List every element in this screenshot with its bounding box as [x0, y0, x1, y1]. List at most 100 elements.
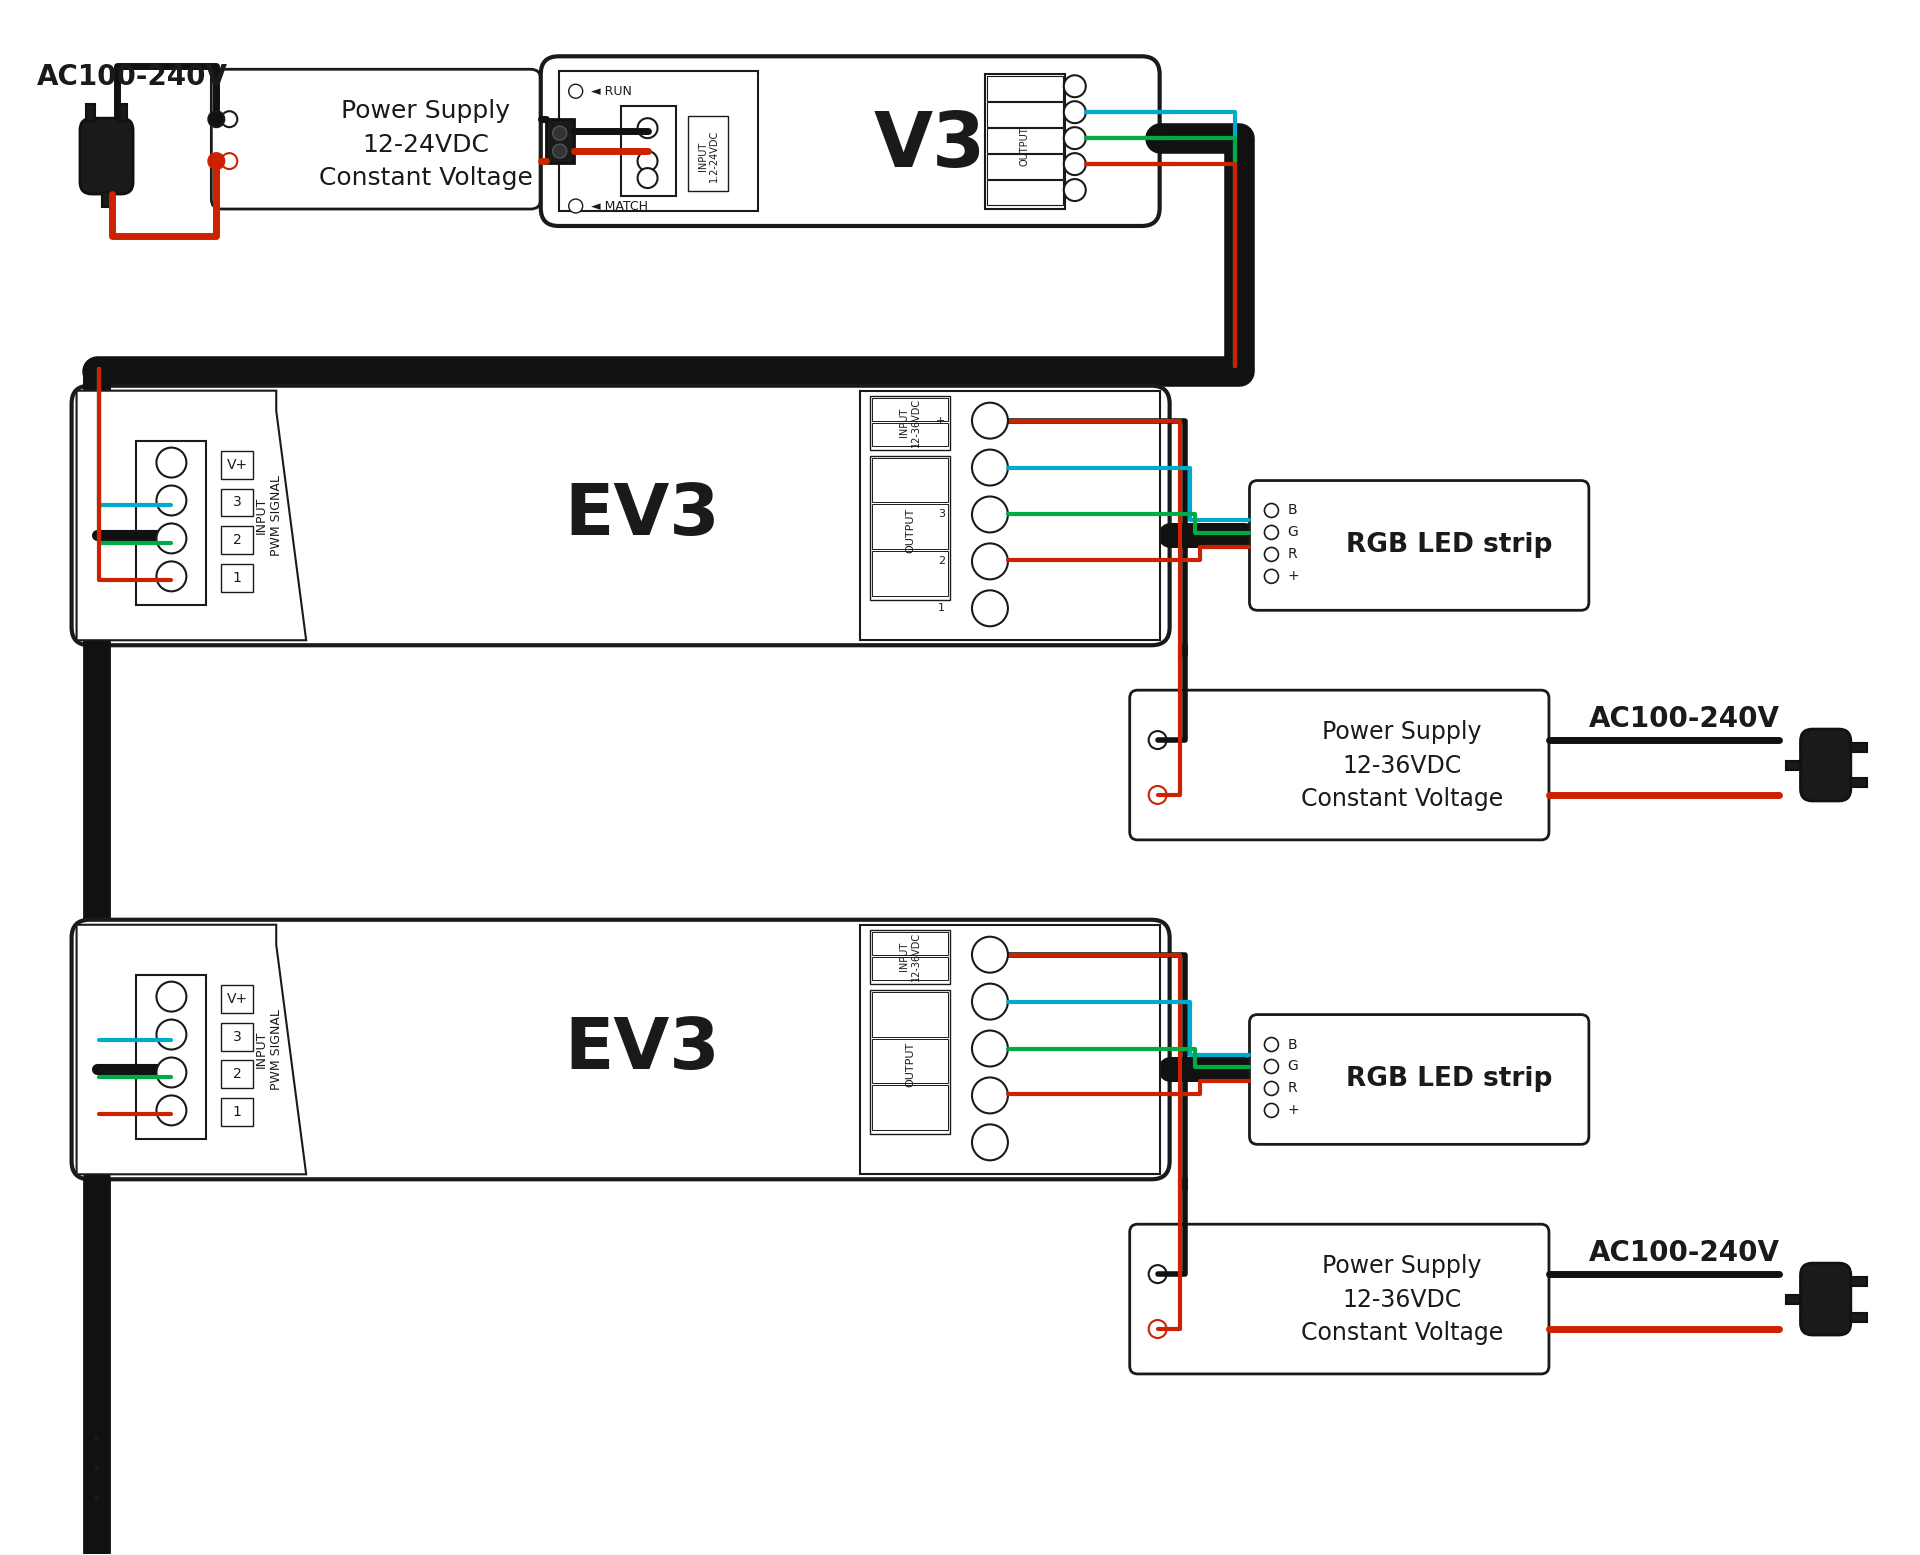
Bar: [102, 193, 111, 207]
Text: +: +: [935, 415, 945, 426]
Circle shape: [972, 449, 1008, 485]
Bar: [872, 504, 948, 549]
Circle shape: [221, 152, 238, 169]
FancyBboxPatch shape: [541, 56, 1160, 225]
Bar: [987, 103, 1064, 128]
FancyBboxPatch shape: [1250, 1014, 1590, 1144]
Bar: [870, 930, 950, 984]
Circle shape: [568, 84, 582, 98]
Circle shape: [972, 936, 1008, 972]
Circle shape: [972, 1124, 1008, 1160]
Text: RGB LED strip: RGB LED strip: [1346, 1067, 1551, 1093]
Bar: [860, 390, 1160, 641]
FancyBboxPatch shape: [1801, 1263, 1851, 1336]
Text: 3: 3: [939, 510, 945, 519]
Bar: [221, 564, 253, 592]
FancyBboxPatch shape: [71, 386, 1169, 645]
Bar: [221, 488, 253, 516]
Text: V3: V3: [874, 109, 987, 183]
Bar: [221, 451, 253, 479]
Bar: [221, 1061, 253, 1088]
Circle shape: [553, 126, 566, 140]
FancyBboxPatch shape: [1129, 1224, 1549, 1375]
Text: Power Supply
12-36VDC
Constant Voltage: Power Supply 12-36VDC Constant Voltage: [1302, 1255, 1503, 1345]
Text: AC100-240V: AC100-240V: [1590, 1239, 1780, 1267]
Text: R: R: [1288, 547, 1298, 561]
Circle shape: [156, 1057, 186, 1087]
Bar: [872, 398, 948, 421]
Bar: [1786, 1295, 1801, 1303]
Circle shape: [1265, 1037, 1279, 1051]
Circle shape: [637, 118, 657, 138]
Bar: [870, 456, 950, 600]
Circle shape: [1265, 547, 1279, 561]
FancyBboxPatch shape: [1250, 480, 1590, 610]
Text: 1: 1: [232, 571, 242, 585]
Text: INPUT
12-36VDC: INPUT 12-36VDC: [899, 931, 922, 981]
Text: OUTPUT: OUTPUT: [1020, 126, 1029, 166]
Bar: [1851, 779, 1866, 787]
Circle shape: [156, 524, 186, 554]
Bar: [221, 527, 253, 555]
Circle shape: [568, 199, 582, 213]
Circle shape: [1265, 526, 1279, 540]
Bar: [1851, 743, 1866, 751]
FancyBboxPatch shape: [1129, 690, 1549, 840]
Text: .: .: [90, 1407, 104, 1449]
Circle shape: [1148, 731, 1167, 750]
Bar: [872, 423, 948, 446]
Bar: [872, 931, 948, 955]
Text: 2: 2: [232, 1067, 242, 1081]
Text: INPUT
1.2-24VDC: INPUT 1.2-24VDC: [697, 131, 720, 182]
Bar: [872, 457, 948, 502]
Circle shape: [156, 1095, 186, 1126]
Circle shape: [637, 151, 657, 171]
Circle shape: [972, 591, 1008, 627]
Circle shape: [1148, 785, 1167, 804]
Circle shape: [1148, 1266, 1167, 1283]
Text: EV3: EV3: [564, 480, 720, 550]
Circle shape: [1265, 1059, 1279, 1073]
Circle shape: [209, 112, 225, 128]
Text: 1: 1: [232, 1106, 242, 1120]
Circle shape: [156, 981, 186, 1012]
Bar: [221, 1023, 253, 1051]
Text: 3: 3: [232, 496, 242, 510]
Bar: [987, 180, 1064, 205]
FancyBboxPatch shape: [81, 118, 132, 194]
Text: Power Supply
12-24VDC
Constant Voltage: Power Supply 12-24VDC Constant Voltage: [319, 100, 532, 190]
Text: OUTPUT: OUTPUT: [904, 1042, 916, 1087]
Circle shape: [156, 1020, 186, 1050]
Text: 2: 2: [232, 533, 242, 547]
Bar: [1851, 1277, 1866, 1286]
Text: .: .: [90, 1438, 104, 1480]
Text: INPUT
12-36VDC: INPUT 12-36VDC: [899, 398, 922, 448]
Text: G: G: [1288, 526, 1298, 540]
Polygon shape: [77, 925, 305, 1174]
Text: INPUT
PWM SIGNAL: INPUT PWM SIGNAL: [255, 1009, 284, 1090]
Bar: [872, 956, 948, 980]
Bar: [985, 75, 1066, 208]
Bar: [870, 395, 950, 449]
Bar: [77, 390, 276, 641]
Text: V+: V+: [227, 457, 248, 471]
Text: AC100-240V: AC100-240V: [36, 64, 228, 92]
Text: EV3: EV3: [564, 1015, 720, 1084]
Bar: [860, 925, 1160, 1174]
Circle shape: [972, 543, 1008, 580]
Bar: [136, 440, 205, 605]
Circle shape: [1064, 75, 1087, 98]
Text: +: +: [1288, 569, 1300, 583]
Text: .: .: [90, 1468, 104, 1510]
Bar: [870, 989, 950, 1134]
Text: ◄ MATCH: ◄ MATCH: [591, 199, 647, 213]
Bar: [872, 552, 948, 596]
Circle shape: [1064, 101, 1087, 123]
Text: B: B: [1288, 1037, 1298, 1051]
Bar: [689, 117, 728, 191]
Bar: [117, 104, 127, 121]
Text: INPUT
PWM SIGNAL: INPUT PWM SIGNAL: [255, 474, 284, 555]
Circle shape: [1148, 1320, 1167, 1337]
FancyBboxPatch shape: [211, 70, 541, 208]
Circle shape: [1064, 179, 1087, 201]
